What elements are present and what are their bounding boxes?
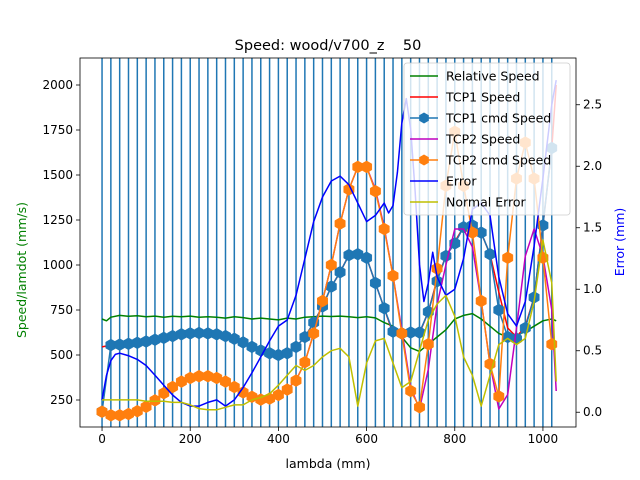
series-point-4 — [220, 375, 231, 388]
y-tick-label-left: 1500 — [42, 168, 73, 182]
series-point-4 — [405, 384, 417, 398]
series-point-4 — [96, 405, 108, 418]
legend-label-5: Error — [446, 174, 477, 189]
y-tick-label-left: 250 — [50, 393, 73, 407]
y-tick-label-right: 2.5 — [583, 98, 602, 112]
legend-label-3: TCP2 Speed — [445, 132, 520, 147]
x-tick-label: 200 — [179, 432, 202, 446]
legend-label-4: TCP2 cmd Speed — [445, 153, 551, 168]
series-point-2 — [220, 329, 231, 343]
y-tick-label-left: 1000 — [42, 258, 73, 272]
series-point-4 — [361, 160, 373, 174]
series-line-6 — [102, 239, 557, 411]
series-point-4 — [378, 222, 390, 236]
y-axis-label-left: Speed/lamdot (mm/s) — [14, 202, 29, 338]
series-point-4 — [281, 383, 293, 396]
legend-label-2: TCP1 cmd Speed — [445, 111, 551, 126]
series-point-2 — [414, 326, 425, 339]
y-tick-label-right: 0.0 — [583, 405, 602, 419]
series-point-4 — [211, 371, 223, 385]
legend-label-0: Relative Speed — [446, 69, 540, 84]
legend-box — [403, 62, 571, 216]
y-tick-label-right: 1.5 — [583, 221, 602, 235]
series-point-4 — [466, 226, 478, 239]
y-tick-label-left: 500 — [50, 348, 73, 362]
legend-marker-4 — [419, 154, 429, 166]
y-axis-label-right: Error (mm) — [612, 208, 627, 277]
series-point-2 — [237, 336, 249, 349]
x-tick-label: 600 — [355, 432, 378, 446]
series-point-2 — [369, 276, 381, 290]
series-line-0 — [101, 312, 557, 353]
y-tick-label-right: 2.0 — [583, 159, 602, 173]
y-tick-label-right: 1.0 — [583, 282, 602, 296]
series-point-2 — [211, 328, 223, 341]
plot-area: 0 200 400 600 800 1000 250 500 750 1000 1250 1500 17… — [42, 57, 602, 446]
x-tick-label: 800 — [443, 432, 466, 446]
x-tick-label: 400 — [267, 432, 290, 446]
series-point-2 — [378, 301, 390, 315]
y-tick-label-left: 2000 — [42, 78, 73, 92]
series-point-4 — [228, 380, 240, 394]
x-axis-label: lambda (mm) — [286, 456, 371, 471]
series-point-2 — [352, 247, 364, 261]
series-point-4 — [422, 337, 434, 351]
series-point-4 — [149, 394, 161, 407]
chart-title: Speed: wood/v700_z 50 — [235, 38, 422, 54]
series-point-4 — [396, 327, 408, 340]
series-point-4 — [387, 269, 399, 283]
series-point-4 — [308, 327, 320, 340]
series-point-2 — [387, 325, 399, 338]
series-point-4 — [237, 386, 249, 399]
axes-frame — [79, 57, 577, 428]
y-tick-label-right: 0.5 — [583, 344, 602, 358]
series-point-4 — [343, 183, 355, 196]
legend-marker-2 — [419, 112, 429, 124]
series-point-2 — [246, 340, 258, 354]
series-point-4 — [475, 294, 487, 308]
series-point-4 — [290, 374, 302, 387]
series-point-2 — [228, 332, 240, 346]
y-tick-label-left: 1750 — [42, 123, 73, 137]
legend-label-1: TCP1 Speed — [445, 90, 520, 105]
series-point-2 — [290, 340, 302, 354]
series-point-4 — [325, 258, 337, 272]
x-tick-label: 0 — [98, 432, 106, 446]
y-tick-label-left: 750 — [50, 303, 73, 317]
series-point-4 — [369, 184, 381, 198]
series-point-2 — [361, 251, 373, 265]
series-point-4 — [334, 217, 346, 230]
series-point-4 — [299, 355, 311, 369]
y-tick-label-left: 1250 — [42, 213, 73, 227]
series-point-4 — [414, 400, 425, 414]
series-point-4 — [202, 369, 214, 383]
series-point-4 — [502, 251, 514, 265]
series-point-4 — [493, 390, 505, 403]
series-point-4 — [317, 294, 328, 308]
x-tick-label: 1000 — [528, 432, 559, 446]
legend-label-6: Normal Error — [446, 195, 527, 210]
